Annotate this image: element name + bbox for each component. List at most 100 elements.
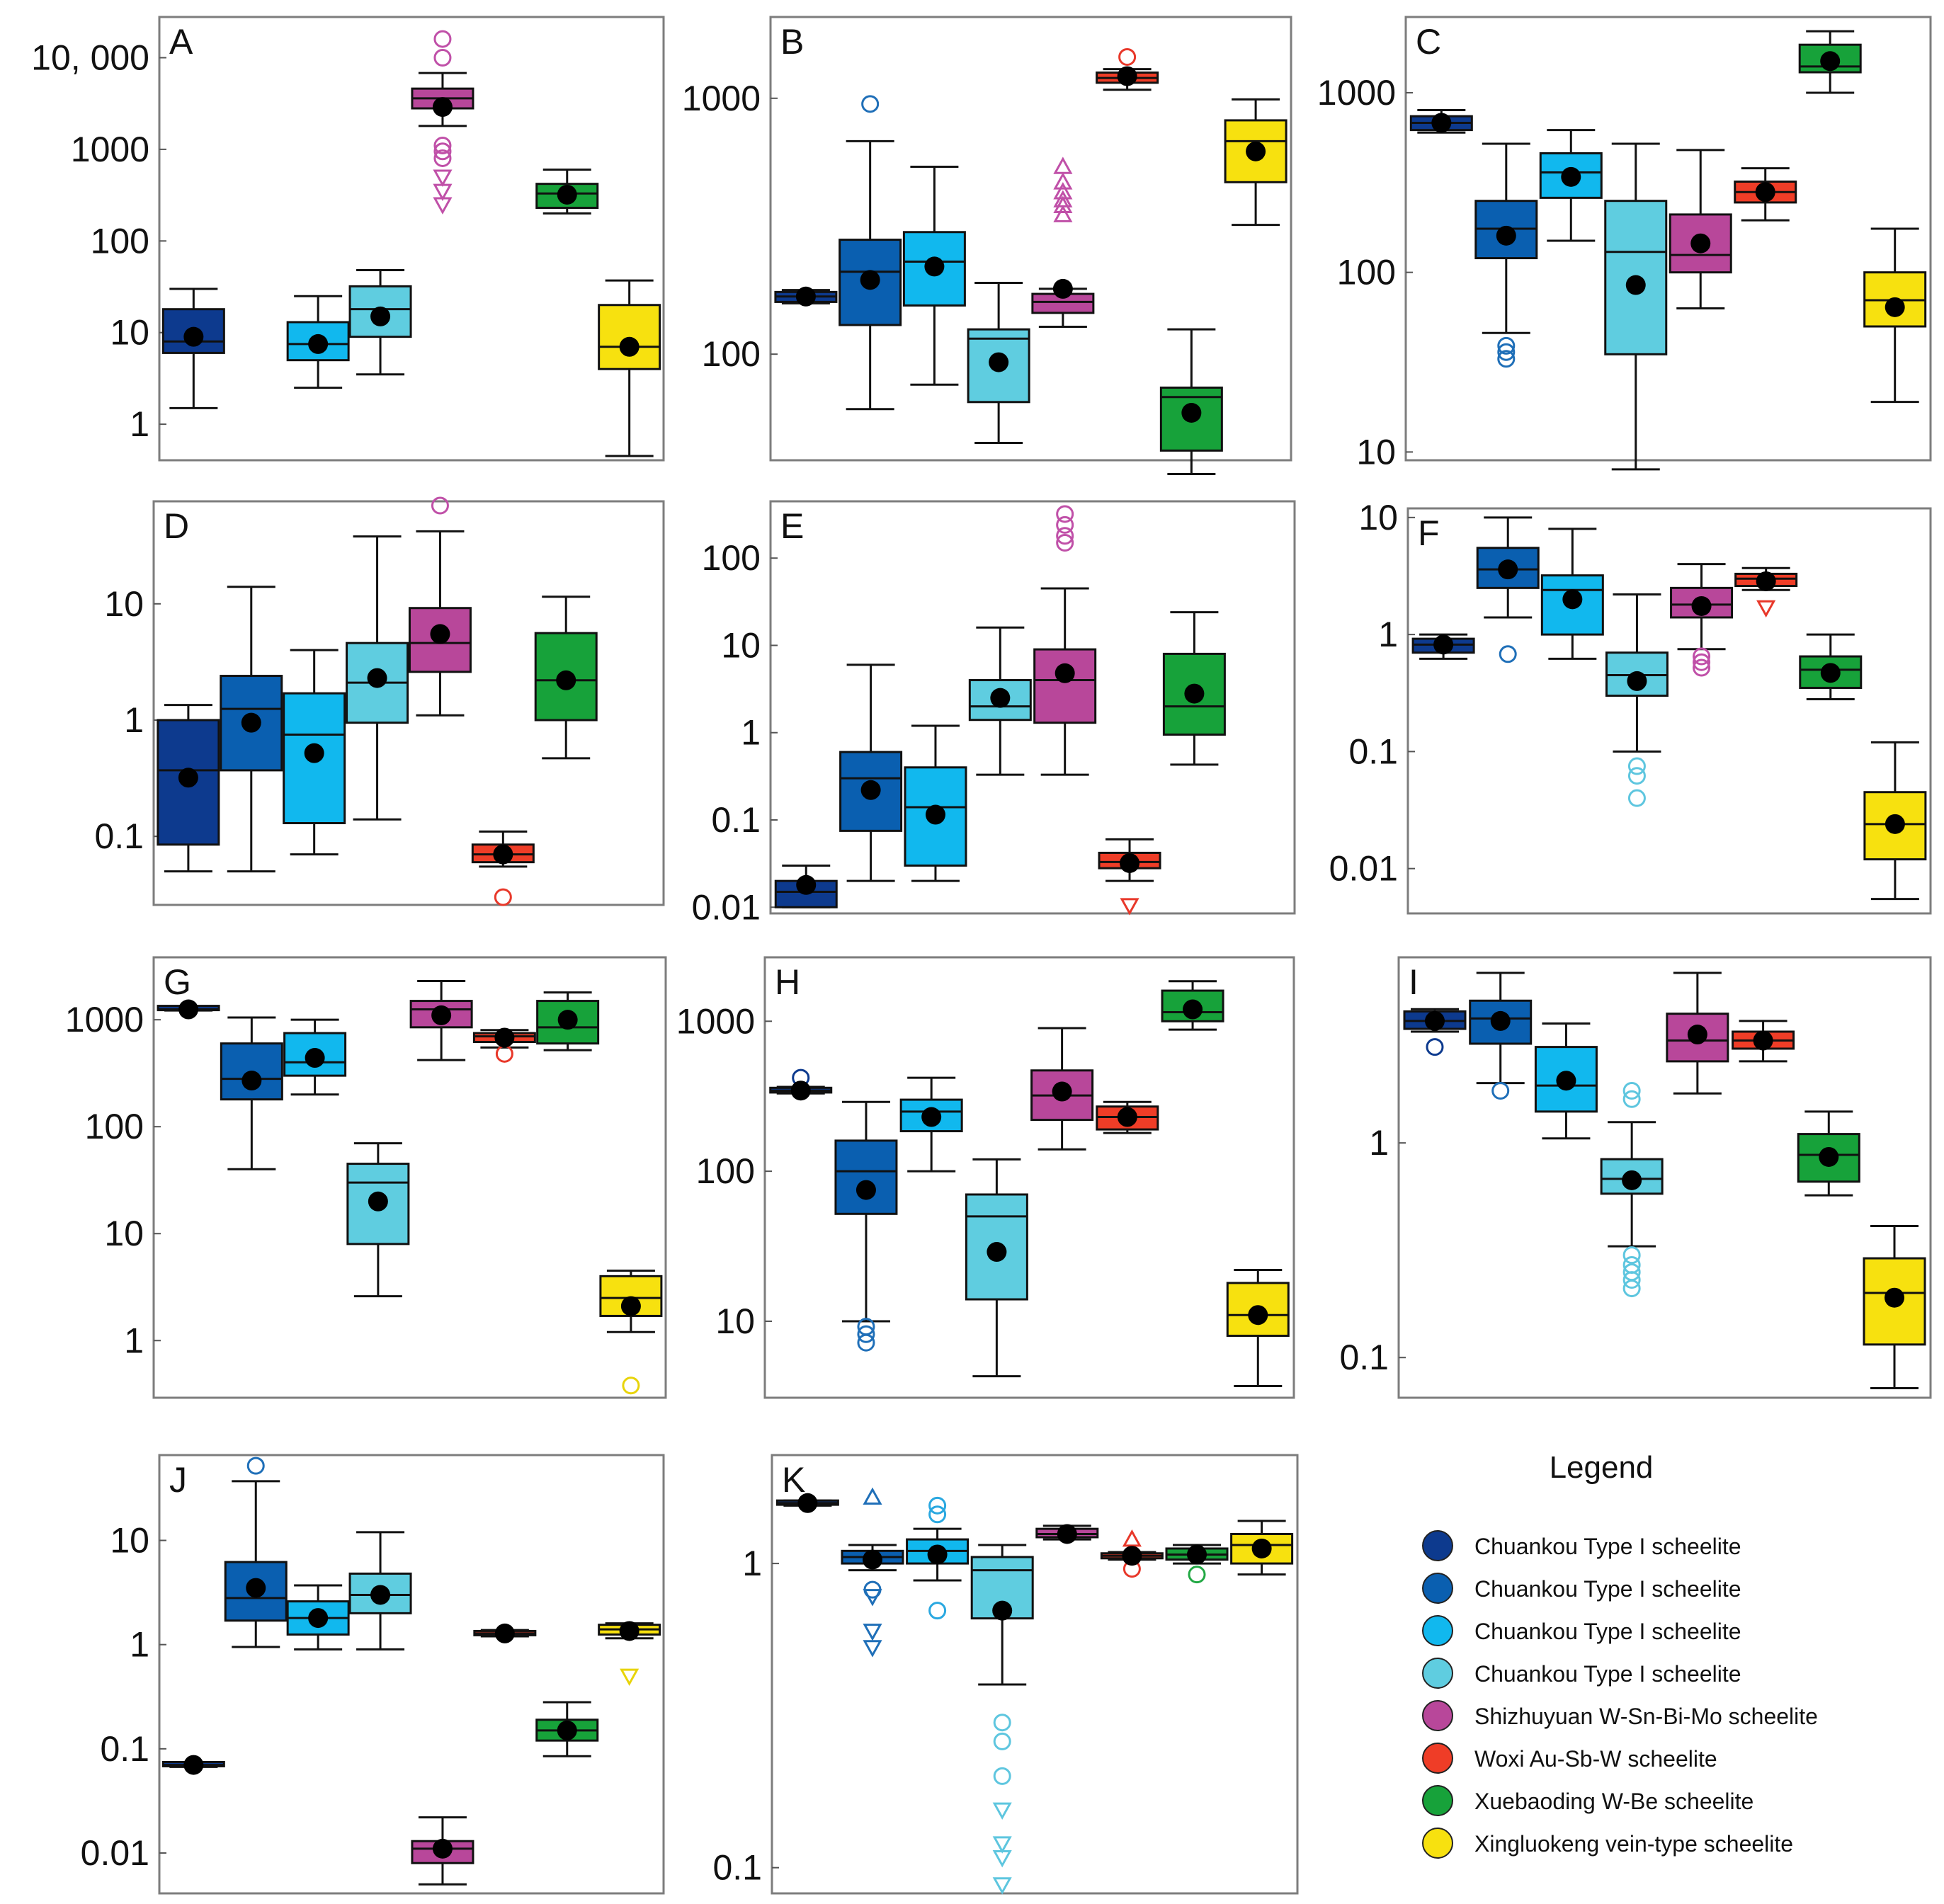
box-4	[1030, 1027, 1094, 1151]
mean-point	[1431, 113, 1452, 133]
y-tick-label: 0.1	[1348, 731, 1398, 771]
mean-point	[1251, 1538, 1272, 1558]
y-tick-label: 100	[1337, 253, 1396, 292]
panel-frame	[158, 1454, 665, 1895]
legend-title: Legend	[1550, 1450, 1654, 1485]
box-0	[774, 286, 838, 307]
mean-point	[797, 1493, 818, 1513]
panel-letter: D	[164, 506, 189, 546]
mean-point	[1627, 671, 1647, 691]
panel-letter: J	[169, 1460, 187, 1500]
y-tick-label: 1	[124, 1321, 144, 1360]
outlier-point	[1622, 1271, 1641, 1289]
mean-point	[556, 670, 576, 690]
mean-point	[241, 712, 261, 733]
mean-point	[796, 874, 817, 895]
outlier-point	[1118, 47, 1137, 66]
box-7	[1230, 1520, 1294, 1576]
mean-point	[862, 1549, 882, 1570]
mean-point	[183, 1755, 204, 1775]
outlier-point	[1056, 505, 1074, 523]
y-tick-label: 1000	[71, 130, 149, 169]
mean-point	[921, 1107, 942, 1127]
box-iqr	[1033, 648, 1097, 724]
box-7	[1863, 1225, 1926, 1389]
box-5	[1734, 167, 1797, 222]
y-tick-label: 0.1	[94, 816, 144, 856]
outlier-point	[1056, 515, 1074, 534]
y-tick-label: 10	[1358, 498, 1398, 537]
mean-point	[1753, 1030, 1773, 1051]
y-tick-label: 10	[104, 1214, 144, 1253]
box-5	[472, 1027, 536, 1063]
y-tick-label: 100	[696, 1151, 755, 1191]
box-2	[1540, 528, 1604, 660]
mean-point	[924, 256, 945, 277]
outlier-point	[433, 137, 452, 155]
y-tick-label: 1	[130, 1625, 149, 1665]
y-tick-label: 0.01	[81, 1833, 149, 1873]
y-tick-label: 0.01	[1329, 849, 1398, 889]
y-tick-label: 1	[1369, 1123, 1389, 1163]
mean-point	[178, 768, 198, 788]
mean-point	[1622, 1170, 1642, 1190]
outlier-point	[992, 1836, 1012, 1854]
outlier-point	[857, 1333, 875, 1352]
outlier-point	[863, 1624, 882, 1641]
panel-letter: G	[164, 962, 191, 1002]
mean-point	[1490, 1010, 1511, 1031]
mean-point	[1248, 1305, 1268, 1326]
legend-item: Chuankou Type I scheelite	[1422, 1658, 1741, 1689]
panel-letter: C	[1416, 22, 1441, 62]
outlier-point	[1627, 757, 1646, 775]
mean-point	[860, 270, 880, 290]
panel-c: 10 100 1000 C	[1317, 16, 1932, 472]
mean-point	[241, 1071, 262, 1091]
mean-point	[1561, 166, 1581, 187]
outlier-point	[1053, 172, 1073, 190]
legend: Legend Chuankou Type I scheelite Chuankou…	[1422, 1450, 1818, 1859]
outlier-point	[863, 1487, 882, 1505]
legend-swatch	[1422, 1700, 1453, 1731]
legend-swatch	[1422, 1658, 1453, 1689]
legend-label: Chuankou Type I scheelite	[1474, 1576, 1741, 1602]
box-1	[834, 1100, 898, 1352]
box-2	[1539, 129, 1603, 242]
mean-point	[619, 1621, 640, 1641]
box-iqr	[224, 1561, 288, 1622]
y-tick-label: 1	[1378, 615, 1398, 654]
box-3	[1604, 142, 1668, 471]
mean-point	[790, 1081, 811, 1101]
box-7	[1863, 227, 1927, 404]
y-tick-label: 10	[1356, 432, 1396, 472]
outlier-point	[1756, 600, 1776, 618]
mean-point	[1819, 1146, 1839, 1167]
mean-point	[431, 1005, 452, 1025]
box-7	[598, 279, 661, 457]
box-4	[1669, 149, 1732, 310]
panel-h: 10 100 1000 H	[676, 956, 1295, 1399]
mean-point	[925, 804, 945, 825]
legend-swatch	[1422, 1743, 1453, 1774]
box-0	[774, 864, 838, 908]
mean-point	[1052, 278, 1073, 299]
mean-point	[178, 999, 199, 1020]
mean-point	[493, 844, 513, 865]
mean-point	[1625, 275, 1646, 295]
box-iqr	[1863, 1257, 1926, 1346]
mean-point	[1057, 1524, 1077, 1544]
box-iqr	[1669, 213, 1732, 274]
mean-point	[1187, 1544, 1207, 1565]
box-5	[1096, 47, 1159, 91]
box-iqr	[965, 1193, 1028, 1301]
legend-item: Chuankou Type I scheelite	[1422, 1530, 1741, 1561]
outlier-point	[433, 30, 452, 48]
outlier-point	[863, 1589, 882, 1607]
mean-point	[1181, 402, 1202, 423]
legend-label: Chuankou Type I scheelite	[1474, 1534, 1741, 1559]
outlier-point	[1627, 789, 1646, 807]
legend-label: Xingluokeng vein-type scheelite	[1474, 1831, 1793, 1857]
box-7	[1226, 1268, 1290, 1387]
outlier-point	[861, 95, 880, 113]
panel-b: 100 1000 B	[682, 16, 1292, 476]
